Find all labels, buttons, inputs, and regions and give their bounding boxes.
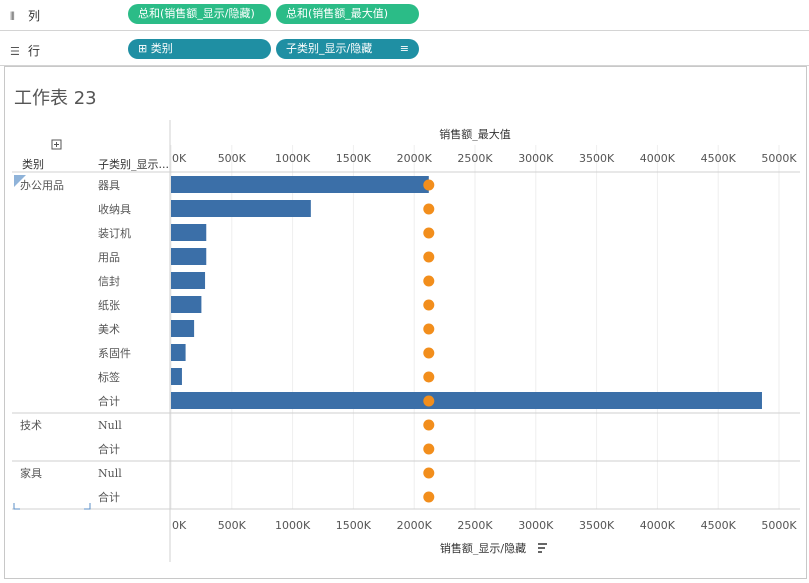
subcategory-label: 合计 <box>98 394 120 408</box>
plus-box-icon: ⊞ <box>138 42 151 55</box>
bottom-tick-label: 0K <box>172 519 187 532</box>
subcategory-label: 收纳具 <box>98 202 131 216</box>
top-tick-label: 500K <box>218 152 247 165</box>
bar <box>171 368 182 385</box>
max-dot <box>423 227 435 239</box>
subcategory-label: 合计 <box>98 442 120 456</box>
plus-box-icon <box>51 139 62 150</box>
subcategory-header: 子类别_显示... <box>98 157 169 171</box>
subcategory-label: 器具 <box>98 179 120 192</box>
bar <box>171 224 207 241</box>
subcategory-label: 系固件 <box>98 347 131 360</box>
subcategory-label: 美术 <box>98 323 120 336</box>
top-tick-label: 1000K <box>275 152 311 165</box>
bottom-tick-label: 2500K <box>457 519 493 532</box>
columns-icon: ⦀ <box>10 10 15 23</box>
subcategory-label: 信封 <box>98 274 120 288</box>
subcategory-label: 标签 <box>98 370 120 384</box>
top-tick-label: 1500K <box>336 152 372 165</box>
row-pill-subcategory[interactable]: 子类别_显示/隐藏 ≡ <box>276 39 419 59</box>
subcategory-label: 用品 <box>98 251 120 264</box>
category-label: 家具 <box>20 466 42 480</box>
bottom-axis-title: 销售额_显示/隐藏 <box>440 541 526 555</box>
columns-shelf: ⦀ 列 总和(销售额_显示/隐藏) 总和(销售额_最大值) <box>0 0 809 31</box>
bottom-tick-label: 3500K <box>579 519 615 532</box>
max-dot <box>423 251 435 263</box>
bottom-tick-label: 500K <box>218 519 247 532</box>
columns-shelf-label: ⦀ 列 <box>10 9 41 23</box>
worksheet-panel <box>4 66 807 579</box>
max-dot <box>423 179 435 191</box>
top-tick-label: 4000K <box>640 152 676 165</box>
top-tick-label: 5000K <box>761 152 797 165</box>
sheet-title: 工作表 23 <box>14 88 97 109</box>
bottom-tick-label: 2000K <box>397 519 433 532</box>
subcategory-label: 合计 <box>98 490 120 504</box>
selection-corner <box>13 503 20 510</box>
top-tick-label: 3000K <box>518 152 554 165</box>
bottom-tick-label: 5000K <box>761 519 797 532</box>
max-dot <box>423 491 435 503</box>
category-label: 办公用品 <box>20 179 64 192</box>
rows-shelf-label: ☰ 行 <box>10 44 41 58</box>
max-dot <box>423 323 435 335</box>
bottom-tick-label: 4000K <box>640 519 676 532</box>
bottom-tick-label: 3000K <box>518 519 554 532</box>
bar <box>171 200 311 217</box>
bottom-tick-label: 1000K <box>275 519 311 532</box>
category-label: 技术 <box>20 419 42 432</box>
rows-icon: ☰ <box>10 45 20 58</box>
column-pill-sales-show-hide[interactable]: 总和(销售额_显示/隐藏) <box>128 4 271 24</box>
bar <box>171 248 207 265</box>
top-axis-title: 销售额_最大值 <box>439 127 511 141</box>
max-dot <box>423 371 435 383</box>
max-dot <box>423 347 435 359</box>
max-dot <box>423 467 435 479</box>
selection-marker <box>14 175 26 187</box>
bottom-tick-label: 1500K <box>336 519 372 532</box>
bar <box>171 296 202 313</box>
subcategory-label: 纸张 <box>98 299 120 312</box>
bar <box>171 176 429 193</box>
selection-corner <box>84 503 91 510</box>
top-tick-label: 2000K <box>397 152 433 165</box>
max-dot <box>423 395 435 407</box>
column-pill-sales-max[interactable]: 总和(销售额_最大值) <box>276 4 419 24</box>
max-dot <box>423 443 435 455</box>
bar <box>171 272 206 289</box>
row-pill-category[interactable]: ⊞ 类别 <box>128 39 271 59</box>
bar <box>171 344 186 361</box>
max-dot <box>423 275 435 287</box>
bar <box>171 392 762 409</box>
bottom-tick-label: 4500K <box>701 519 737 532</box>
max-dot <box>423 299 435 311</box>
max-dot <box>423 419 435 431</box>
rows-shelf: ☰ 行 ⊞ 类别 子类别_显示/隐藏 ≡ <box>0 35 809 66</box>
top-tick-label: 3500K <box>579 152 615 165</box>
subcategory-label: Null <box>98 467 122 480</box>
subcategory-label: Null <box>98 419 122 432</box>
top-tick-label: 0K <box>172 152 187 165</box>
category-header: 类别 <box>22 157 44 171</box>
bar <box>171 320 195 337</box>
top-tick-label: 4500K <box>701 152 737 165</box>
sort-icon: ≡ <box>399 42 409 55</box>
top-tick-label: 2500K <box>457 152 493 165</box>
max-dot <box>423 203 435 215</box>
subcategory-label: 装订机 <box>98 226 131 240</box>
